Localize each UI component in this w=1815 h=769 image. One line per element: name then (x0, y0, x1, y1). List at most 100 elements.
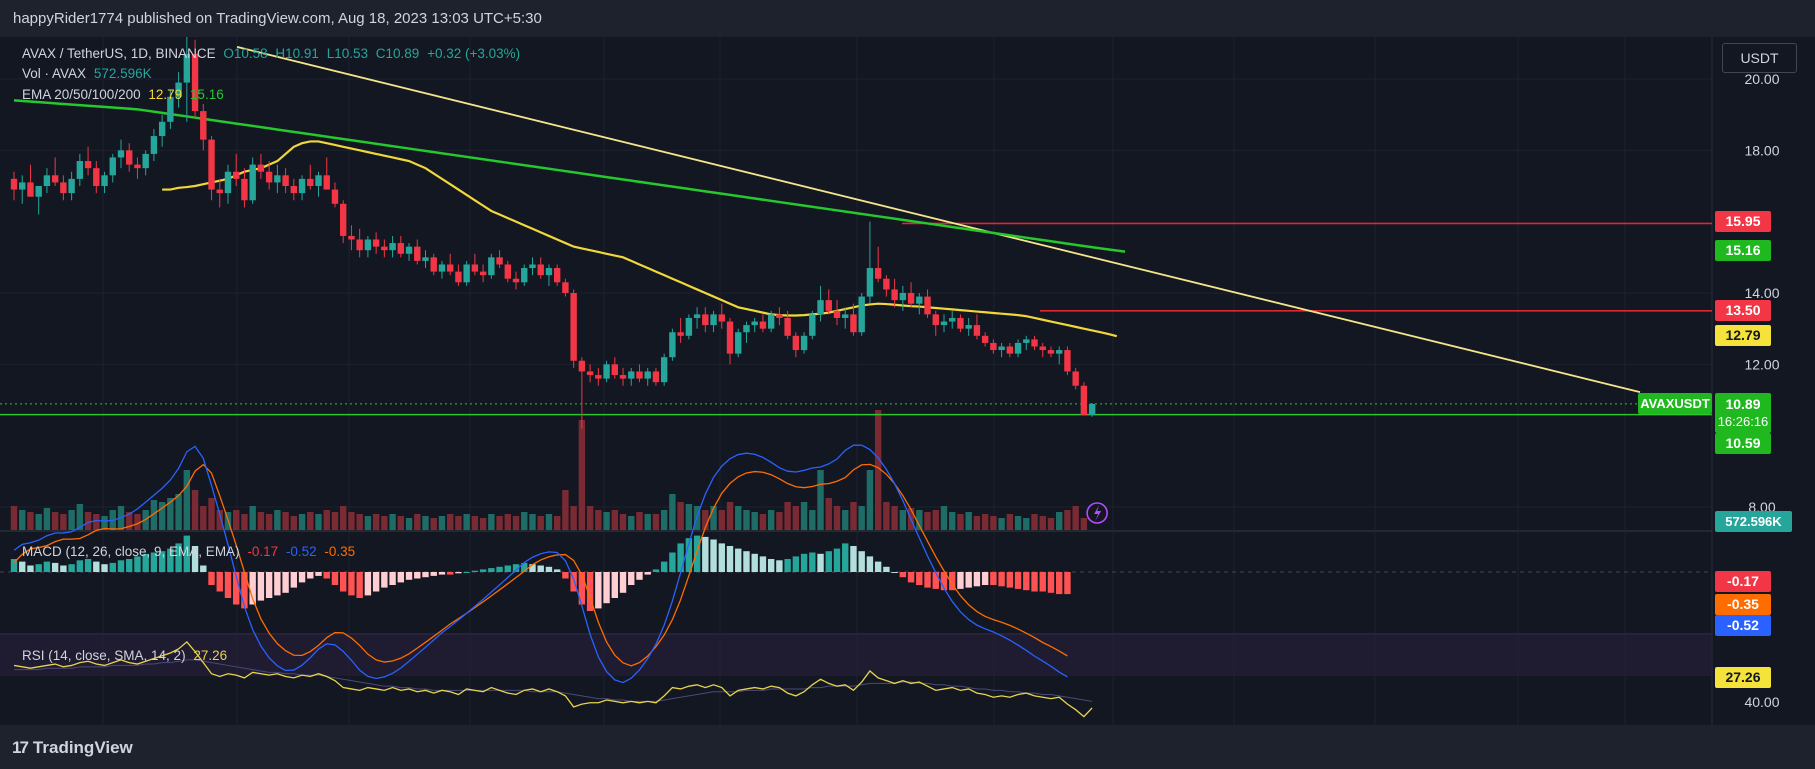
volume-bar (883, 502, 890, 530)
volume-bar (570, 506, 577, 530)
volume-bar (973, 516, 981, 530)
resistance-label-1: 15.95 (1715, 211, 1771, 232)
footer: 17 TradingView (0, 725, 1815, 769)
candle-body (307, 178, 314, 186)
macd-histogram-bar (644, 572, 651, 575)
chart-frame[interactable]: 20.0018.0014.0012.008.0040.00Apr17May15J… (0, 36, 1815, 750)
volume-bar (134, 514, 141, 530)
macd-histogram-bar (891, 572, 898, 573)
candle-body (397, 243, 405, 254)
symbol-tag: AVAXUSDT (1638, 393, 1712, 414)
macd-histogram-bar (1023, 572, 1030, 591)
candle-body (290, 186, 298, 194)
macd-histogram-bar (126, 559, 133, 572)
candle-body (10, 178, 18, 190)
macd-histogram-bar (743, 551, 750, 572)
macd-histogram-bar (27, 565, 34, 572)
candle-body (68, 178, 75, 194)
macd-histogram-bar (685, 538, 693, 572)
volume-bar (389, 514, 396, 530)
macd-histogram-bar (726, 546, 734, 572)
macd-histogram-bar (537, 565, 544, 572)
tradingview-logo[interactable]: 17 TradingView (12, 738, 133, 758)
macd-histogram-bar (874, 561, 882, 572)
macd-histogram-bar (545, 566, 553, 572)
volume-bar (784, 502, 791, 530)
candle-body (850, 314, 857, 333)
volume-bar (60, 514, 67, 530)
candle-body (940, 321, 948, 326)
candle-body (265, 171, 273, 183)
candlestick-chart[interactable]: 20.0018.0014.0012.008.0040.00Apr17May15J… (0, 36, 1815, 750)
volume-bar (315, 514, 322, 530)
macd-histogram-bar (323, 572, 330, 579)
volume-bar (1014, 516, 1022, 530)
macd-histogram-bar (800, 553, 808, 572)
candle-body (43, 175, 51, 186)
volume-bar (660, 510, 668, 530)
macd-histogram-bar (496, 566, 503, 572)
candle-body (1031, 339, 1038, 347)
candle-body (578, 360, 586, 372)
candle-body (669, 332, 676, 358)
volume-bar (167, 498, 174, 530)
volume-bar (479, 518, 487, 530)
candle-body (965, 325, 972, 329)
macd-histogram-bar (907, 572, 915, 583)
candle-body (932, 314, 939, 326)
candle-body (331, 189, 339, 204)
macd-histogram-bar (307, 572, 314, 579)
volume-bar (949, 512, 956, 530)
macd-histogram-bar (660, 561, 668, 572)
rsi-axis-tick: 40.00 (1744, 694, 1779, 710)
macd-histogram-bar (702, 536, 709, 572)
price-axis-tick: 20.00 (1744, 71, 1779, 87)
candle-body (282, 175, 289, 186)
macd-histogram-bar (76, 560, 84, 572)
volume-bar (298, 514, 306, 530)
volume-bar (850, 502, 857, 530)
macd-signal-label: -0.35 (1715, 594, 1771, 615)
candle-body (430, 257, 437, 272)
volume-bar (726, 502, 734, 530)
macd-histogram-bar (84, 559, 92, 572)
volume-bar (331, 512, 339, 530)
brand-name: TradingView (32, 738, 133, 757)
macd-histogram-bar (101, 564, 108, 572)
volume-bar (241, 514, 248, 530)
volume-bar (940, 506, 948, 530)
rsi-legend: RSI (14, close, SMA, 14, 2) 27.26 (22, 648, 227, 663)
volume-bar (1006, 514, 1014, 530)
candle-body (381, 246, 388, 251)
macd-histogram-bar (315, 572, 322, 576)
volume-bar (669, 494, 676, 530)
volume-bar (471, 516, 479, 530)
alert-lightning-icon (1086, 502, 1108, 524)
candle-body (817, 300, 824, 315)
macd-histogram-bar (191, 546, 199, 572)
volume-bar (759, 514, 767, 530)
volume-bar (809, 510, 816, 530)
candle-body (323, 175, 330, 190)
currency-button[interactable]: USDT (1722, 43, 1797, 73)
candle-body (134, 164, 141, 169)
candle-body (364, 239, 372, 251)
volume-bar (1023, 518, 1030, 530)
macd-histogram-bar (932, 572, 939, 589)
macd-legend-label: MACD (12, 26, close, 9, EMA, EMA) (22, 544, 240, 559)
volume-bar (776, 512, 783, 530)
volume-bar (512, 516, 520, 530)
candle-body (414, 246, 421, 261)
macd-histogram-bar (241, 572, 248, 609)
volume-bar (290, 516, 298, 530)
macd-histogram-bar (282, 572, 289, 593)
volume-bar (463, 514, 470, 530)
candle-body (644, 371, 651, 379)
bar-countdown: 16:26:16 (1717, 414, 1769, 429)
macd-histogram-bar (850, 546, 857, 572)
macd-histogram-bar (973, 572, 981, 587)
volume-bar (990, 516, 997, 530)
macd-histogram-bar (669, 552, 676, 572)
ema-legend: EMA 20/50/100/200 12.79 15.16 (22, 87, 224, 102)
macd-histogram-bar (866, 556, 874, 572)
